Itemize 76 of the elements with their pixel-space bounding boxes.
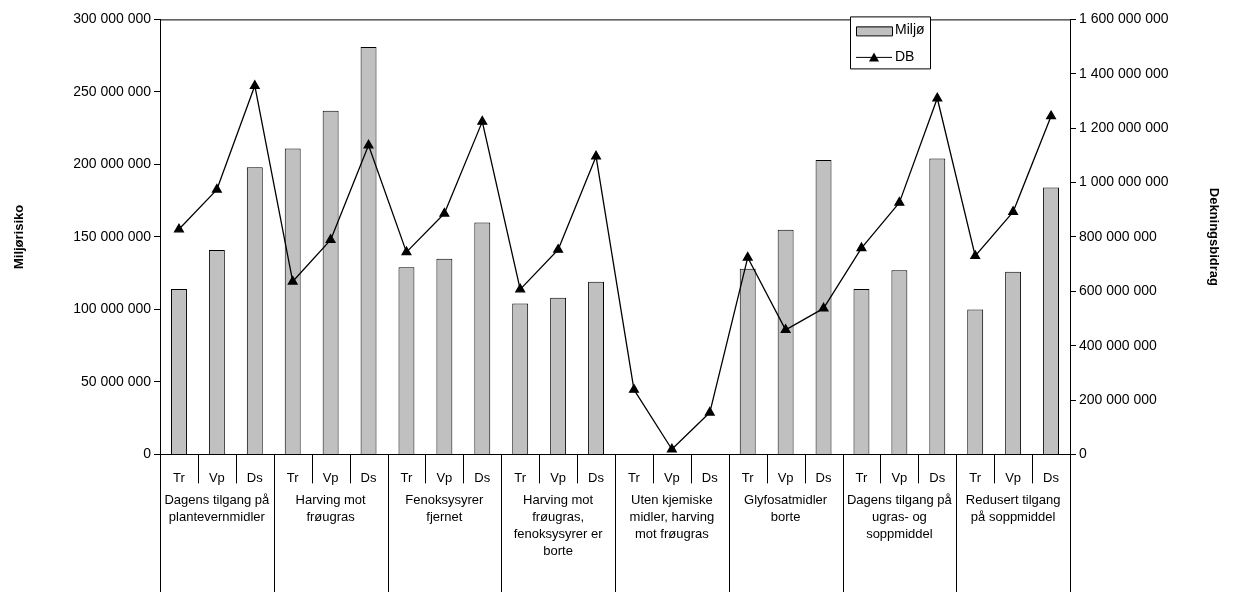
y-tick-label: 200 000 000 xyxy=(73,155,152,172)
x-tick-label: Ds xyxy=(474,469,491,485)
y2-axis-title: Dekningsbidrag xyxy=(1206,187,1222,287)
text: Uten kjemiske midler, harving mot frøugras xyxy=(629,492,715,542)
text: Fenoksysyrer fjernet xyxy=(405,492,485,525)
y2-tick-label: 600 000 000 xyxy=(1079,282,1158,299)
point xyxy=(591,150,602,160)
x-tick-label: Vp xyxy=(663,469,680,485)
point xyxy=(628,384,639,393)
x-tick-label: Tr xyxy=(628,469,641,485)
text: Redusert tilgang på soppmiddel xyxy=(965,492,1061,525)
point xyxy=(970,250,981,260)
point xyxy=(325,234,336,244)
x-tick-label: Vp xyxy=(777,469,794,485)
x-tick-label: Vp xyxy=(436,469,453,485)
x-tick-label: Ds xyxy=(815,469,832,485)
point xyxy=(932,92,943,102)
point xyxy=(704,406,715,416)
x-tick-label: Ds xyxy=(1043,469,1060,485)
x-tick-label: Ds xyxy=(929,469,946,485)
text: Harving mot frøugras xyxy=(295,492,367,525)
y-tick-label: 50 000 000 xyxy=(80,372,152,389)
x-tick-label: Tr xyxy=(173,469,186,485)
x-tick-label: Ds xyxy=(588,469,605,485)
text: Dagens tilgang på plantevernmidler xyxy=(164,492,271,525)
y-tick-label: 250 000 000 xyxy=(73,82,152,99)
point xyxy=(1046,110,1057,120)
y2-tick-label: 1 400 000 000 xyxy=(1079,64,1169,81)
point xyxy=(211,183,222,193)
x-tick-label: Tr xyxy=(286,469,300,485)
point xyxy=(401,246,412,256)
x-tick-label: Tr xyxy=(741,469,755,485)
point xyxy=(553,244,564,253)
y2-tick-label: 1 600 000 000 xyxy=(1079,10,1169,27)
point xyxy=(363,139,374,149)
x-tick-label: Ds xyxy=(246,469,264,485)
x-tick-label: Ds xyxy=(701,469,719,485)
x-tick-label: Vp xyxy=(550,469,567,485)
x-tick-label: Vp xyxy=(891,469,908,485)
y-tick-label: 150 000 000 xyxy=(73,227,152,244)
point xyxy=(287,275,298,285)
x-tick-label: Tr xyxy=(400,469,414,485)
point xyxy=(856,242,867,252)
point xyxy=(477,115,488,125)
x-tick-label: Vp xyxy=(1005,469,1022,485)
legend-label: DB xyxy=(895,48,915,65)
legend-label: Miljø xyxy=(895,21,925,38)
y2-tick-label: 1 000 000 000 xyxy=(1079,173,1169,190)
point xyxy=(1008,206,1019,216)
x-tick-label: Vp xyxy=(322,469,339,485)
y-tick-label: 100 000 000 xyxy=(73,300,152,317)
y2-tick-label: 800 000 000 xyxy=(1079,227,1158,244)
point xyxy=(780,324,791,334)
text: Harving mot frøugras, fenoksysyrer er borte xyxy=(513,492,604,559)
y2-tick-label: 200 000 000 xyxy=(1079,390,1158,407)
x-tick-label: Ds xyxy=(360,469,377,485)
x-tick-label: Tr xyxy=(514,469,527,485)
text: Glyfosatmidler borte xyxy=(744,492,828,525)
text: Dagens tilgang på ugras- og soppmiddel xyxy=(846,492,953,542)
point xyxy=(894,196,905,206)
point xyxy=(818,302,829,312)
x-tick-label: Tr xyxy=(855,469,869,485)
y-tick-label: 0 xyxy=(143,445,152,462)
point xyxy=(742,251,753,261)
y-tick-label: 300 000 000 xyxy=(73,10,152,27)
point xyxy=(515,283,526,293)
y2-tick-label: 400 000 000 xyxy=(1079,336,1158,353)
x-tick-label: Vp xyxy=(208,469,225,485)
point xyxy=(439,207,450,217)
x-tick-label: Tr xyxy=(969,469,982,485)
point xyxy=(249,80,260,89)
point xyxy=(666,443,677,453)
y2-tick-label: 0 xyxy=(1079,445,1087,462)
point xyxy=(173,223,184,233)
y-axis-title: Miljørisiko xyxy=(11,204,27,270)
y2-tick-label: 1 200 000 000 xyxy=(1079,119,1169,136)
